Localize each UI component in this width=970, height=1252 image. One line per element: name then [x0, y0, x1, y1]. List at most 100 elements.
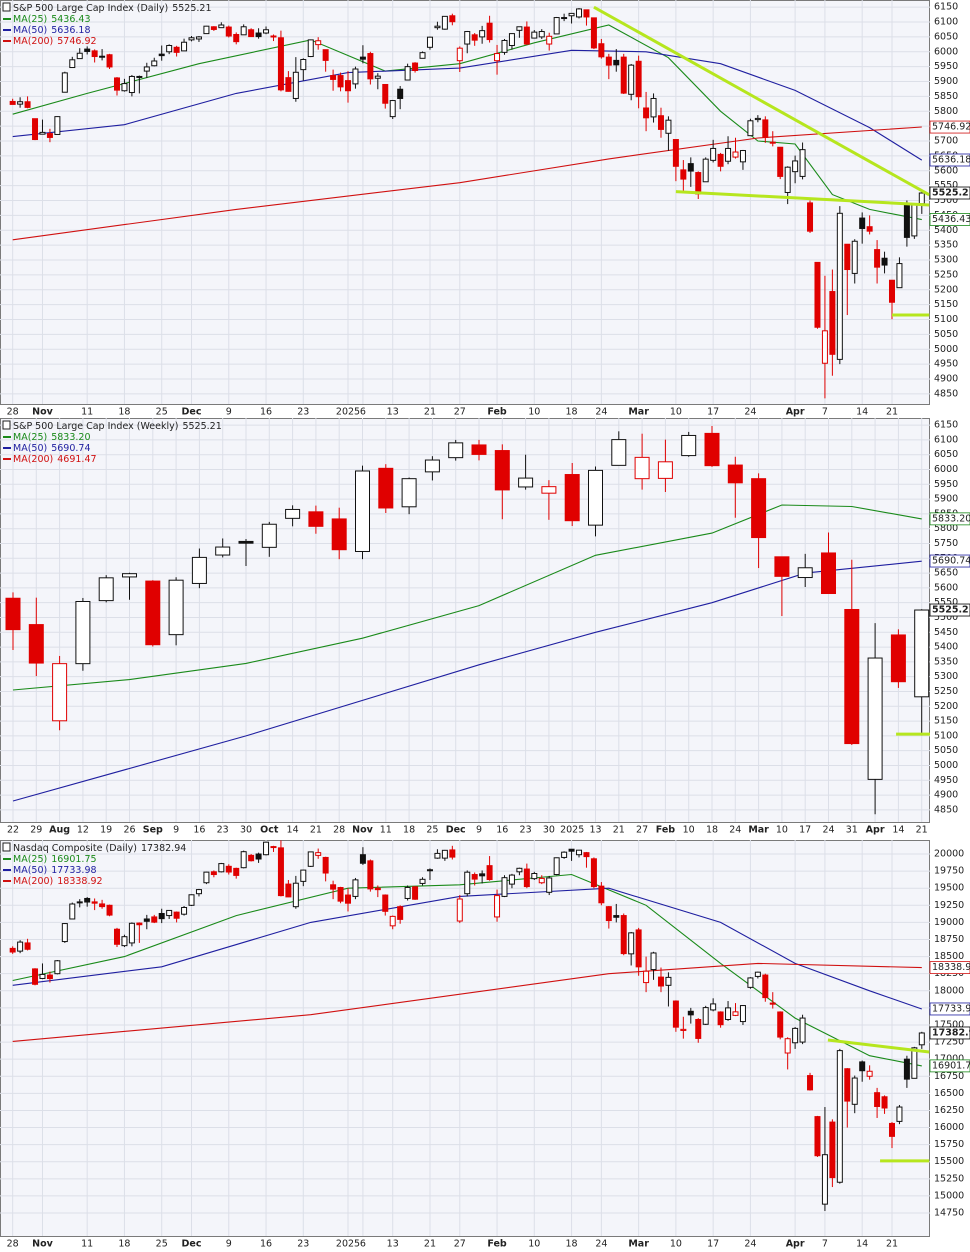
- candle-body: [739, 150, 746, 163]
- moving-average-line: [12, 887, 922, 1010]
- candle-body: [99, 903, 106, 908]
- x-tick-label: 7: [822, 407, 828, 418]
- candle-body: [218, 24, 225, 29]
- candle-body: [404, 66, 411, 81]
- candle-body: [121, 936, 128, 947]
- x-tick-label: 24: [595, 1239, 607, 1250]
- candle-body: [255, 853, 262, 860]
- candle-body: [590, 858, 597, 888]
- x-tick-label: 28: [7, 407, 19, 418]
- x-tick-label: 16: [260, 407, 272, 418]
- candle-body: [382, 83, 389, 104]
- candle-body: [355, 470, 370, 552]
- y-tick-label: 17250: [934, 1037, 964, 1048]
- candle-body: [851, 1077, 858, 1105]
- candle-body: [538, 877, 545, 884]
- legend-entry: MA(50) 17733.98: [13, 865, 97, 876]
- legend-name: MA(50): [13, 25, 47, 36]
- x-tick-label: 29: [30, 825, 42, 836]
- y-tick-label: 19750: [934, 866, 964, 877]
- candle-body: [61, 923, 68, 943]
- candle-body: [508, 874, 515, 885]
- candle-body: [39, 973, 46, 979]
- candle-body: [99, 55, 106, 58]
- moving-average-line: [12, 49, 923, 161]
- candle-body: [106, 904, 113, 916]
- x-tick-label: 10: [528, 1239, 540, 1250]
- candle-body: [665, 119, 672, 134]
- y-tick-label: 5500: [934, 612, 958, 623]
- trendline: [593, 5, 930, 197]
- candle-body: [397, 88, 404, 99]
- legend-name: MA(25): [13, 432, 47, 443]
- candle-body: [300, 869, 307, 882]
- candle-body: [717, 153, 724, 167]
- x-tick-label: Mar: [628, 1239, 649, 1250]
- value-box-label: 5833.20: [932, 513, 970, 524]
- y-tick-label: 19250: [934, 900, 964, 911]
- y-tick-label: 5350: [934, 656, 958, 667]
- candle-body: [859, 1061, 866, 1072]
- y-tick-label: 4900: [934, 790, 958, 801]
- candle-body: [191, 556, 207, 584]
- x-tick-label: Mar: [628, 407, 649, 418]
- candle-body: [650, 952, 657, 971]
- candle-body: [725, 1007, 732, 1021]
- candle-body: [590, 17, 597, 49]
- candle-body: [568, 848, 575, 852]
- x-tick-label: 23: [297, 1239, 309, 1250]
- x-tick-label: 23: [217, 825, 229, 836]
- x-tick-label: 23: [297, 407, 309, 418]
- candle-body: [128, 922, 135, 944]
- legend-entry: MA(200) 18338.92: [13, 876, 103, 887]
- x-tick-label: 27: [454, 1239, 466, 1250]
- candle-body: [797, 567, 813, 579]
- candle-body: [233, 34, 240, 43]
- candle-body: [330, 884, 337, 890]
- x-tick-label: 9: [226, 407, 232, 418]
- candle-body: [739, 1005, 746, 1023]
- candle-body: [702, 1007, 709, 1025]
- chart-title: Nasdaq Composite (Daily) 17382.94: [13, 843, 186, 854]
- x-tick-label: 18: [403, 825, 415, 836]
- candle-body: [479, 30, 486, 38]
- x-tick-label: 13: [589, 825, 601, 836]
- candle-body: [168, 579, 184, 636]
- candle-body: [821, 552, 836, 595]
- candle-body: [195, 36, 202, 40]
- candle-body: [829, 291, 836, 355]
- x-tick-label: Dec: [446, 825, 466, 836]
- candle-body: [337, 887, 344, 902]
- y-tick-label: 4850: [934, 804, 958, 815]
- x-tick-label: 18: [566, 1239, 578, 1250]
- value-box: [929, 153, 970, 167]
- x-tick-label: Aug: [49, 825, 70, 836]
- plot-area: [0, 840, 930, 1237]
- x-tick-label: 16: [193, 825, 205, 836]
- legend-value: 5436.43: [51, 14, 90, 25]
- y-tick-label: 6150: [934, 2, 958, 13]
- y-tick-label: 6000: [934, 464, 958, 475]
- candle-body: [270, 35, 277, 38]
- x-tick-label: 24: [744, 407, 756, 418]
- candle-body: [238, 540, 254, 544]
- candle-body: [807, 202, 814, 232]
- value-box-label: 16901.75: [932, 1060, 970, 1071]
- value-box-label: 17382.94: [932, 1027, 970, 1038]
- candle-body: [695, 1019, 702, 1039]
- candle-body: [203, 871, 210, 884]
- candle-body: [456, 47, 463, 62]
- candle-body: [203, 25, 210, 35]
- candle-body: [113, 77, 120, 91]
- candle-body: [69, 903, 76, 920]
- candle-body: [173, 911, 180, 919]
- candle-body: [91, 901, 98, 904]
- candle-body: [322, 856, 329, 874]
- candle-body: [479, 873, 486, 877]
- x-tick-label: 18: [118, 407, 130, 418]
- candle-body: [918, 192, 925, 205]
- legend-name: MA(50): [13, 443, 47, 454]
- candle-body: [106, 54, 113, 68]
- y-tick-label: 15000: [934, 1190, 964, 1201]
- candle-body: [52, 663, 68, 722]
